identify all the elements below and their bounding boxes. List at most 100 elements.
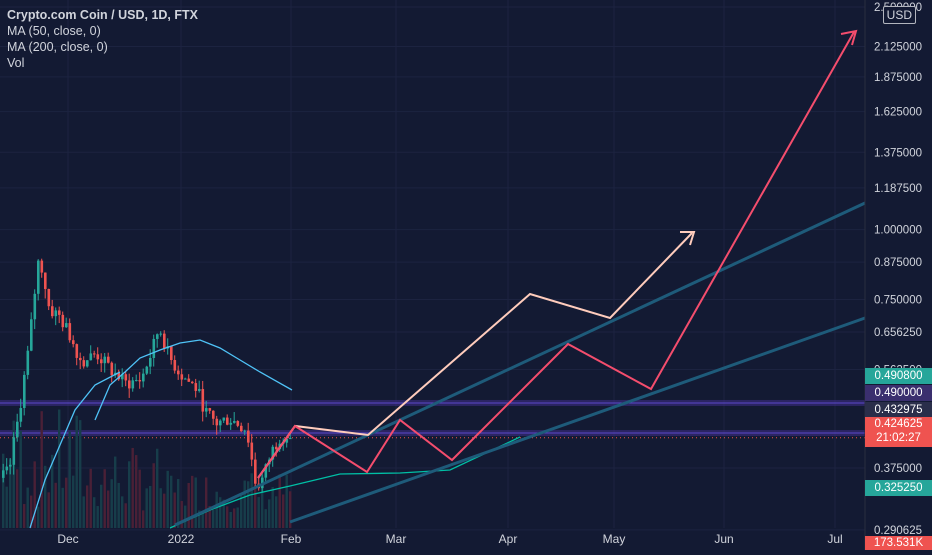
y-tick-label: 0.656250 bbox=[874, 327, 922, 339]
volume-bar bbox=[131, 447, 134, 528]
candle-body bbox=[54, 310, 58, 317]
volume-bar bbox=[173, 492, 176, 528]
candle-body bbox=[145, 366, 149, 374]
price-tag-level: 0.490000 bbox=[865, 385, 932, 401]
volume-bar bbox=[152, 463, 155, 528]
price-tag-volume: 173.531K bbox=[865, 536, 932, 550]
volume-bar bbox=[208, 505, 211, 528]
candle-body bbox=[212, 410, 215, 419]
candle-body bbox=[44, 272, 47, 290]
volume-bar bbox=[268, 499, 271, 528]
volume-bar bbox=[68, 431, 71, 528]
chart-legend: Crypto.com Coin / USD, 1D, FTX MA (50, c… bbox=[7, 7, 198, 71]
candle-body bbox=[47, 289, 51, 307]
y-tick-label: 0.875000 bbox=[874, 257, 922, 269]
volume-bar bbox=[278, 474, 281, 528]
ma200-legend[interactable]: MA (200, close, 0) bbox=[7, 40, 108, 54]
candle-body bbox=[135, 380, 138, 382]
volume-bar bbox=[89, 468, 92, 528]
candle-body bbox=[191, 381, 194, 384]
volume-bar bbox=[16, 469, 19, 528]
volume-bar bbox=[44, 465, 47, 528]
candle-body bbox=[30, 319, 33, 351]
candle-body bbox=[289, 438, 292, 440]
volume-bar bbox=[47, 492, 50, 528]
candle-body bbox=[201, 389, 205, 412]
volume-bar bbox=[107, 490, 110, 528]
volume-bar bbox=[166, 470, 169, 528]
candle-body bbox=[254, 459, 257, 484]
volume-bar bbox=[236, 507, 239, 528]
volume-bar bbox=[33, 461, 36, 528]
volume-bar bbox=[222, 499, 225, 528]
trendline-upper bbox=[174, 201, 866, 527]
volume-bar bbox=[257, 497, 260, 528]
y-tick-label: 0.750000 bbox=[874, 295, 922, 307]
volume-bar bbox=[159, 488, 162, 528]
candle-body bbox=[233, 421, 236, 423]
volume-bar bbox=[254, 485, 257, 528]
volume-bar bbox=[205, 477, 208, 528]
x-tick-label: Jun bbox=[714, 532, 733, 546]
volume-bar bbox=[212, 509, 215, 528]
y-tick-label: 1.187500 bbox=[874, 183, 922, 195]
volume-bar bbox=[2, 453, 5, 528]
ma50-line bbox=[94, 339, 293, 421]
volume-bar bbox=[51, 454, 54, 528]
candle-body bbox=[72, 340, 75, 345]
volume-bar bbox=[124, 503, 127, 528]
candle-body bbox=[124, 374, 128, 381]
x-tick-label: Feb bbox=[281, 532, 302, 546]
volume-bar bbox=[282, 494, 285, 528]
candle-body bbox=[187, 378, 191, 382]
currency-button[interactable]: USD bbox=[882, 6, 916, 24]
volume-bar bbox=[191, 475, 194, 528]
candle-body bbox=[149, 357, 152, 367]
volume-bar bbox=[79, 420, 82, 528]
volume-bar bbox=[5, 486, 8, 528]
candle-body bbox=[177, 370, 180, 375]
y-tick-label: 0.290625 bbox=[874, 525, 922, 537]
volume-bar bbox=[26, 487, 29, 528]
candle-body bbox=[65, 323, 68, 328]
projection-bold bbox=[257, 31, 855, 479]
volume-bar bbox=[149, 485, 152, 528]
ma50-legend[interactable]: MA (50, close, 0) bbox=[7, 24, 101, 38]
volume-bar bbox=[145, 488, 148, 528]
x-tick-label: Apr bbox=[499, 532, 518, 546]
symbol-title[interactable]: Crypto.com Coin / USD, 1D, FTX bbox=[7, 8, 198, 22]
volume-bar bbox=[194, 477, 197, 528]
volume-bar bbox=[135, 455, 138, 528]
candle-body bbox=[285, 438, 289, 443]
volume-bar bbox=[96, 506, 99, 528]
price-tag-ma-lower: 0.325250 bbox=[865, 480, 932, 496]
candle-body bbox=[121, 374, 124, 380]
volume-bar bbox=[261, 475, 264, 528]
volume-bar bbox=[30, 495, 33, 528]
y-tick-label: 1.875000 bbox=[874, 72, 922, 84]
ma200-line bbox=[29, 371, 121, 529]
volume-bar bbox=[156, 448, 159, 528]
candle-body bbox=[215, 418, 219, 426]
candle-body bbox=[2, 470, 5, 478]
candle-body bbox=[37, 260, 40, 294]
last-price-value: 0.424625 bbox=[874, 418, 923, 430]
ma-lower-line bbox=[169, 436, 521, 529]
candle-body bbox=[271, 446, 275, 460]
volume-legend[interactable]: Vol bbox=[7, 56, 25, 70]
candle-body bbox=[75, 344, 79, 358]
candle-body bbox=[19, 408, 23, 422]
candle-body bbox=[51, 306, 54, 317]
candle-body bbox=[229, 422, 233, 425]
volume-bar bbox=[142, 510, 145, 528]
candle-body bbox=[170, 346, 173, 361]
candle-body bbox=[180, 374, 184, 380]
candle-body bbox=[222, 417, 226, 421]
candle-body bbox=[5, 466, 9, 471]
trendline-lower bbox=[289, 316, 866, 524]
x-tick-label: Dec bbox=[57, 532, 78, 546]
candle-body bbox=[96, 354, 100, 360]
candle-body bbox=[40, 260, 44, 273]
